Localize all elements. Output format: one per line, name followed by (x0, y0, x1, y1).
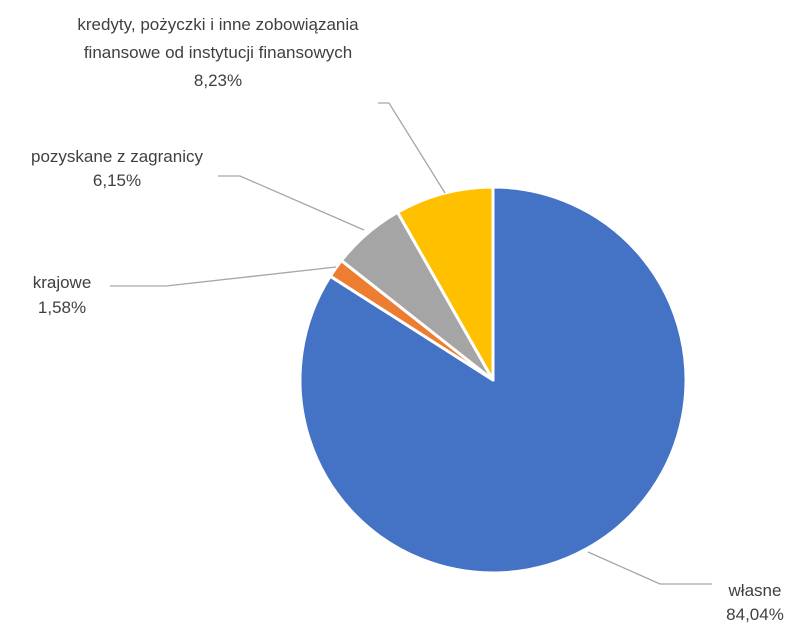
slice-label-value: 1,58% (38, 298, 86, 317)
slice-label-value: 8,23% (194, 71, 242, 90)
data-label-kredyty: kredyty, pożyczki i inne zobowiązania fi… (77, 15, 359, 90)
leader-line-krajowe (110, 266, 337, 287)
slice-label-name-line1: kredyty, pożyczki i inne zobowiązania (77, 15, 359, 34)
leader-line-wlasne (587, 551, 712, 585)
leader-line-zagranica (218, 175, 365, 231)
slice-label-name: pozyskane z zagranicy (31, 147, 203, 166)
slice-wlasne (298, 185, 688, 575)
data-label-krajowe: krajowe 1,58% (33, 273, 92, 317)
data-label-wlasne: własne 84,04% (726, 581, 784, 624)
slice-label-value: 84,04% (726, 605, 784, 624)
slice-kredyty (396, 185, 495, 382)
slice-label-name-line2: finansowe od instytucji finansowych (84, 43, 352, 62)
pie-slices (298, 185, 688, 575)
leader-lines (110, 102, 712, 585)
slice-label-value: 6,15% (93, 171, 141, 190)
slice-label-name: krajowe (33, 273, 92, 292)
data-label-zagranica: pozyskane z zagranicy 6,15% (31, 147, 203, 190)
slice-label-name: własne (728, 581, 782, 600)
leader-line-kredyty (378, 102, 446, 194)
